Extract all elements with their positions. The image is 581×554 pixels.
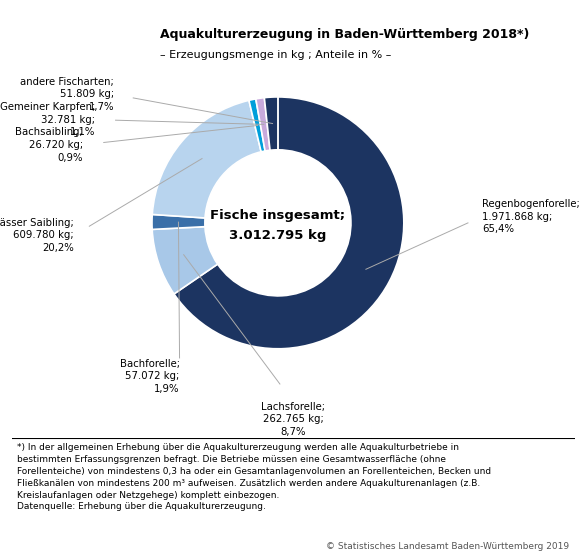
Text: Regenbogenforelle;
1.971.868 kg;
65,4%: Regenbogenforelle; 1.971.868 kg; 65,4% xyxy=(482,199,580,234)
Wedge shape xyxy=(174,97,404,349)
Wedge shape xyxy=(264,97,278,150)
Text: © Statistisches Landesamt Baden-Württemberg 2019: © Statistisches Landesamt Baden-Württemb… xyxy=(327,541,569,551)
Text: Fische insgesamt;: Fische insgesamt; xyxy=(210,209,346,222)
Text: – Erzeugungsmenge in kg ; Anteile in % –: – Erzeugungsmenge in kg ; Anteile in % – xyxy=(160,50,392,60)
Text: Gemeiner Karpfen;
32.781 kg;
1,1%: Gemeiner Karpfen; 32.781 kg; 1,1% xyxy=(0,102,95,137)
Text: Bachforelle;
57.072 kg;
1,9%: Bachforelle; 57.072 kg; 1,9% xyxy=(120,358,180,394)
Wedge shape xyxy=(152,214,205,229)
Wedge shape xyxy=(152,100,261,218)
Text: Lachsforelle;
262.765 kg;
8,7%: Lachsforelle; 262.765 kg; 8,7% xyxy=(261,402,325,437)
Wedge shape xyxy=(152,227,218,294)
Text: Aquakulturerzeugung in Baden-Württemberg 2018*): Aquakulturerzeugung in Baden-Württemberg… xyxy=(160,28,529,40)
Text: Bachsaibling;
26.720 kg;
0,9%: Bachsaibling; 26.720 kg; 0,9% xyxy=(15,127,83,162)
Text: Elsässer Saibling;
609.780 kg;
20,2%: Elsässer Saibling; 609.780 kg; 20,2% xyxy=(0,218,74,253)
Text: *) In der allgemeinen Erhebung über die Aquakulturerzeugung werden alle Aquakult: *) In der allgemeinen Erhebung über die … xyxy=(17,443,492,511)
Wedge shape xyxy=(249,99,265,152)
Text: 3.012.795 kg: 3.012.795 kg xyxy=(229,229,327,242)
Wedge shape xyxy=(256,98,270,151)
Text: andere Fischarten;
51.809 kg;
1,7%: andere Fischarten; 51.809 kg; 1,7% xyxy=(20,76,114,112)
